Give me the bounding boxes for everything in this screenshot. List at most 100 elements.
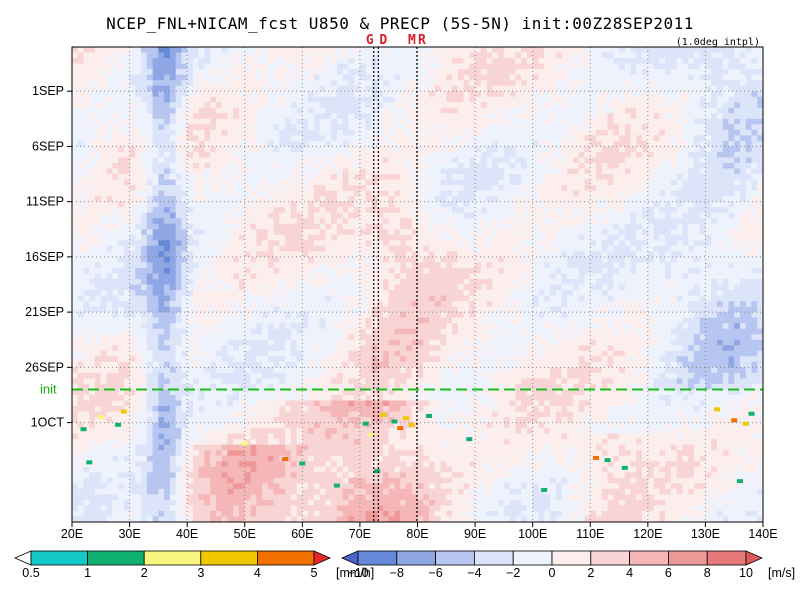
- heat-cell: [285, 201, 292, 208]
- heat-cell: [89, 372, 96, 379]
- heat-cell: [204, 411, 211, 418]
- heat-cell: [152, 273, 159, 280]
- heat-cell: [118, 505, 125, 512]
- heat-cell: [365, 91, 372, 98]
- heat-cell: [359, 356, 367, 363]
- heat-cell: [400, 256, 407, 263]
- heat-cell: [331, 80, 338, 87]
- heat-cell: [400, 394, 407, 401]
- heat-cell: [365, 146, 372, 153]
- heat-cell: [83, 400, 90, 407]
- heat-cell: [388, 96, 395, 103]
- heat-cell: [400, 378, 407, 385]
- heat-cell: [164, 212, 171, 219]
- heat-cell: [365, 218, 372, 225]
- heat-cell: [158, 428, 165, 435]
- heat-cell: [89, 466, 96, 473]
- heat-cell: [192, 63, 200, 70]
- heat-cell: [388, 262, 395, 269]
- heat-cell: [164, 406, 171, 413]
- heat-cell: [279, 251, 286, 258]
- heat-cell: [273, 251, 280, 258]
- heat-cell: [141, 417, 148, 424]
- heat-cell: [146, 488, 154, 495]
- heat-cell: [256, 334, 263, 341]
- heat-cell: [146, 328, 154, 335]
- heat-cell: [175, 422, 182, 429]
- heat-cell: [262, 74, 269, 81]
- heat-cell: [359, 229, 367, 236]
- heat-cell: [256, 151, 263, 158]
- heat-cell: [192, 174, 200, 181]
- heat-cell: [227, 80, 234, 87]
- heat-cell: [192, 201, 200, 208]
- heat-cell: [388, 85, 395, 92]
- heat-cell: [354, 146, 361, 153]
- heat-cell: [100, 251, 108, 258]
- heat-cell: [129, 510, 136, 517]
- heat-cell: [221, 372, 228, 379]
- heat-cell: [72, 74, 79, 81]
- heat-cell: [221, 394, 228, 401]
- heat-cell: [273, 378, 280, 385]
- heat-cell: [238, 400, 246, 407]
- heat-cell: [204, 80, 211, 87]
- heat-cell: [146, 256, 154, 263]
- heat-cell: [198, 129, 205, 136]
- heat-cell: [181, 350, 188, 357]
- heat-cell: [198, 323, 205, 330]
- heat-cell: [77, 251, 85, 258]
- heat-cell: [158, 295, 165, 302]
- heat-cell: [377, 47, 384, 54]
- heat-cell: [388, 439, 395, 446]
- heat-cell: [290, 439, 298, 446]
- heat-cell: [336, 96, 344, 103]
- heat-cell: [400, 295, 407, 302]
- heat-cell: [388, 356, 395, 363]
- heat-cell: [365, 510, 372, 517]
- heat-cell: [100, 162, 108, 170]
- heat-cell: [181, 157, 188, 164]
- heat-cell: [348, 306, 355, 313]
- heat-cell: [89, 361, 96, 368]
- heat-cell: [377, 383, 384, 390]
- heat-cell: [382, 400, 390, 407]
- heat-cell: [181, 102, 188, 109]
- heat-cell: [123, 151, 131, 158]
- heat-cell: [72, 58, 79, 65]
- heat-cell: [204, 439, 211, 446]
- heat-cell: [112, 113, 119, 120]
- heat-cell: [106, 339, 113, 346]
- heat-cell: [118, 107, 125, 114]
- heat-cell: [221, 356, 228, 363]
- heat-cell: [95, 505, 102, 512]
- heat-cell: [279, 229, 286, 236]
- heat-cell: [388, 74, 395, 81]
- heat-cell: [348, 52, 355, 59]
- heat-cell: [175, 179, 182, 186]
- heat-cell: [89, 118, 96, 125]
- heat-cell: [325, 212, 332, 219]
- heat-cell: [325, 312, 332, 319]
- heat-cell: [164, 63, 171, 70]
- heat-cell: [158, 140, 165, 147]
- heat-cell: [348, 190, 355, 197]
- heat-cell: [77, 372, 85, 379]
- heat-cell: [141, 212, 148, 219]
- heat-cell: [348, 245, 355, 252]
- heat-cell: [123, 455, 131, 462]
- heat-cell: [388, 505, 395, 512]
- heat-cell: [319, 306, 326, 313]
- heat-cell: [210, 422, 217, 429]
- heat-cell: [112, 190, 119, 197]
- heat-cell: [123, 196, 131, 203]
- heat-cell: [256, 323, 263, 330]
- heat-cell: [336, 207, 344, 214]
- heat-cell: [342, 428, 349, 435]
- heat-cell: [123, 146, 131, 153]
- heat-cell: [302, 113, 309, 120]
- heat-cell: [285, 207, 292, 214]
- heat-cell: [135, 284, 142, 291]
- heat-cell: [400, 102, 407, 109]
- heat-cell: [221, 256, 228, 263]
